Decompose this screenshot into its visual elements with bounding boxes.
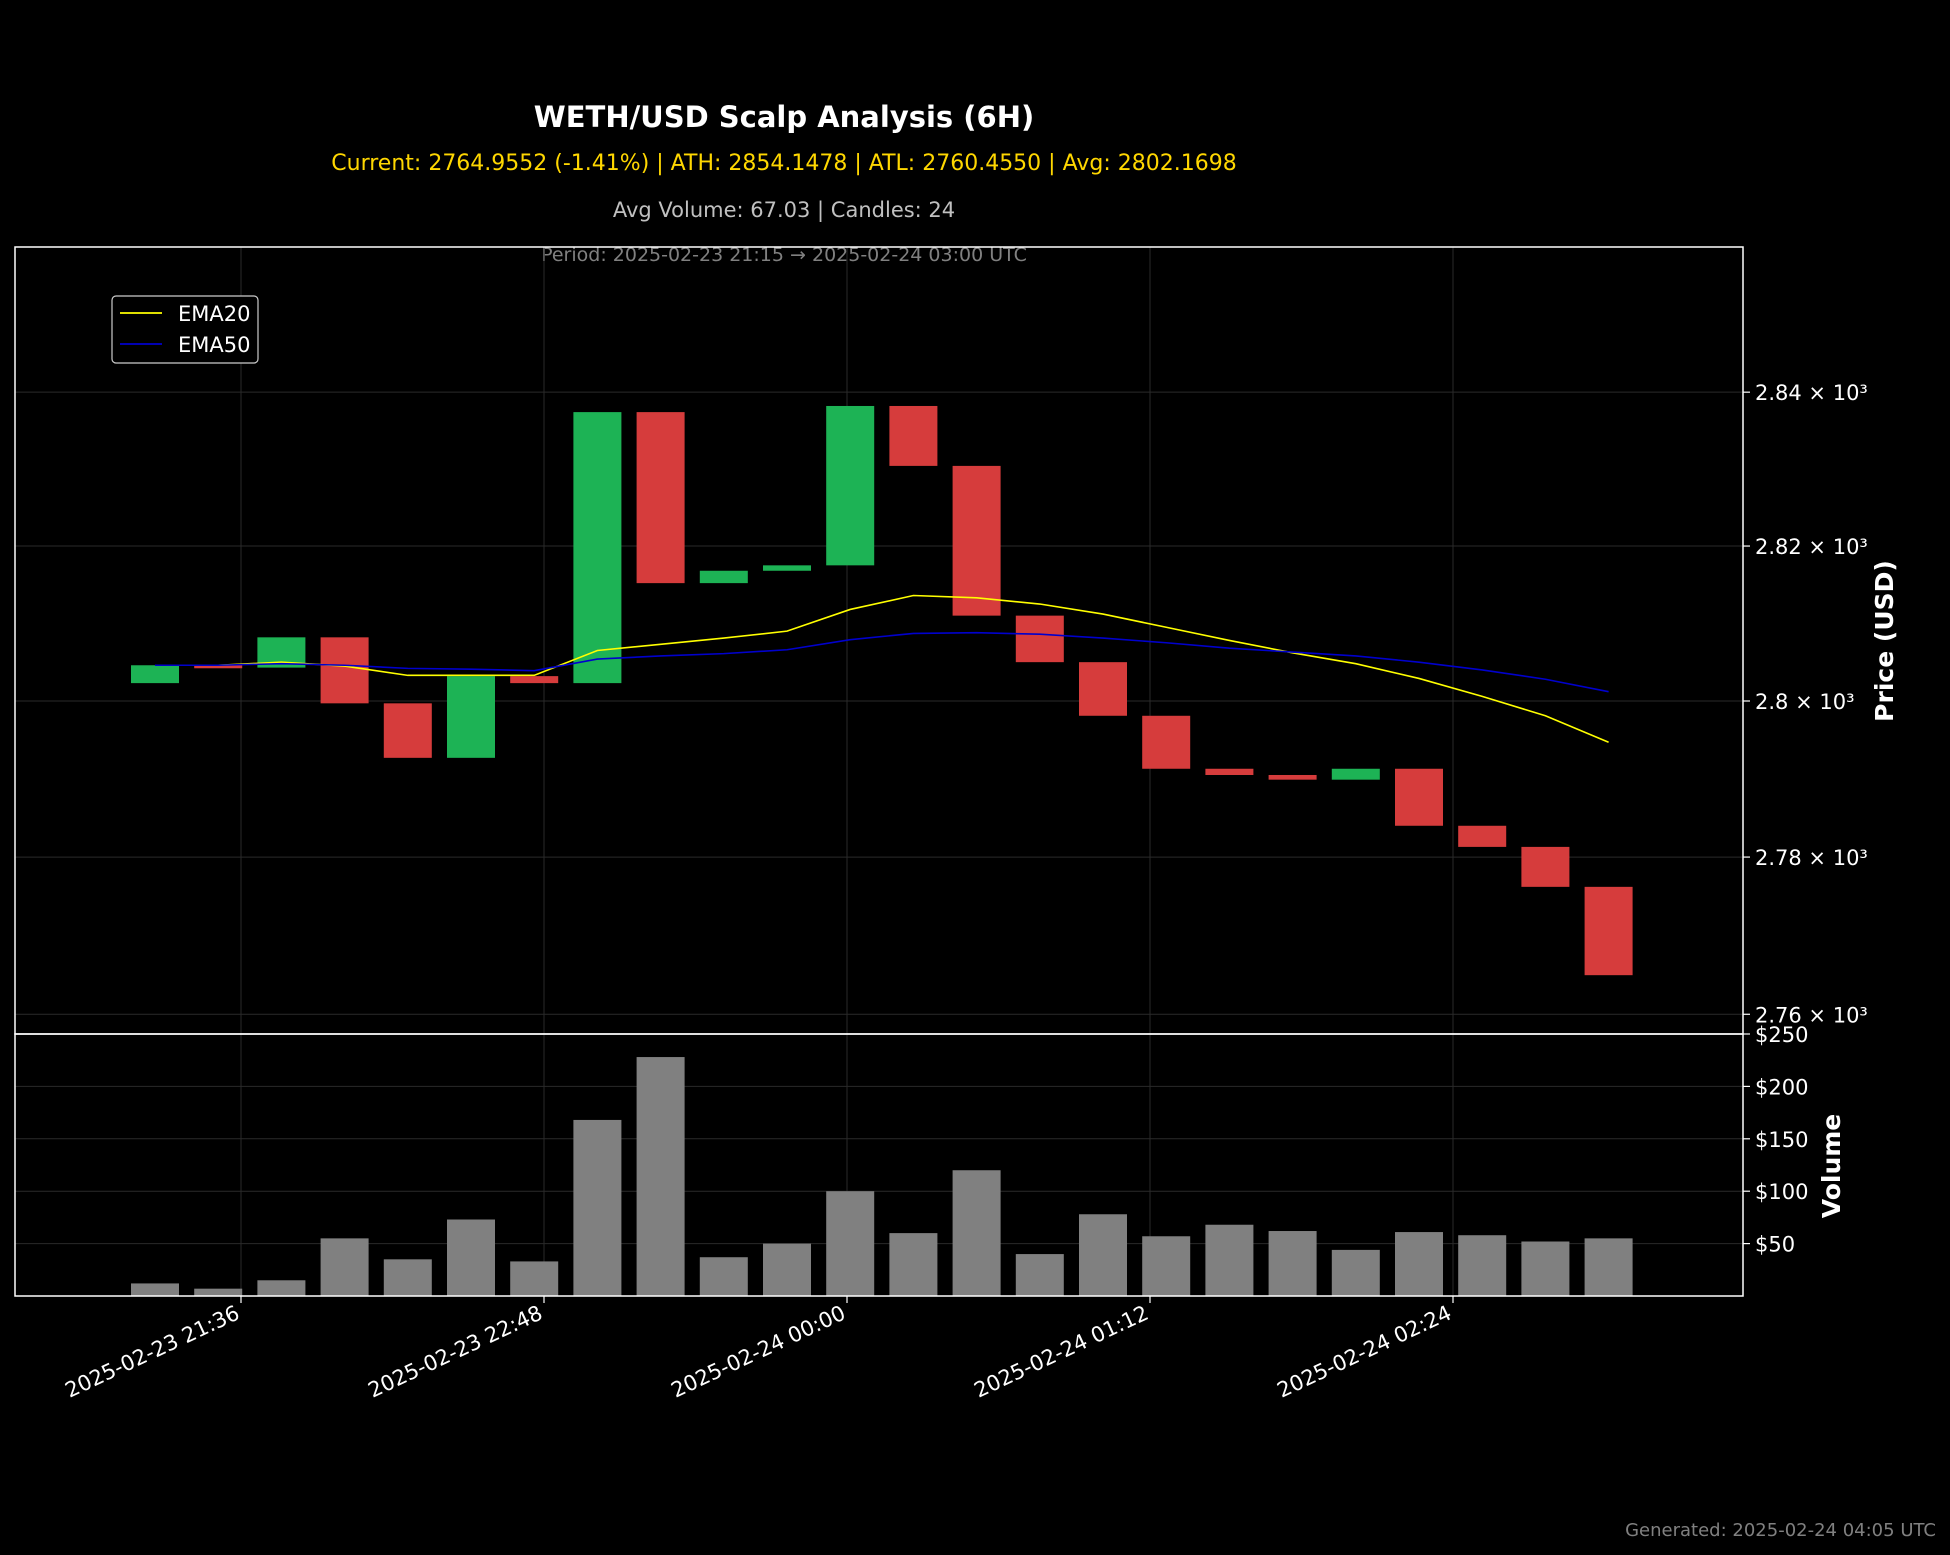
volume-bar: [320, 1238, 369, 1296]
candle: [1521, 846, 1570, 887]
volume-bar: [1079, 1214, 1127, 1296]
volume-tick-label: $200: [1755, 1075, 1808, 1099]
volume-bar: [1584, 1238, 1633, 1296]
x-tick-label: 2025-02-24 02:24: [1273, 1301, 1455, 1403]
volume-bar: [573, 1119, 622, 1296]
price-tick-label: 2.8 × 10³: [1755, 690, 1854, 714]
chart-stats: Current: 2764.9552 (-1.41%) | ATH: 2854.…: [331, 151, 1237, 176]
candle: [447, 676, 495, 758]
candle: [1015, 615, 1064, 663]
volume-bar: [257, 1280, 306, 1296]
candle: [889, 405, 938, 466]
chart-title: WETH/USD Scalp Analysis (6H): [533, 100, 1035, 134]
candle: [952, 465, 1001, 616]
candle: [1079, 662, 1127, 716]
volume-bar: [510, 1261, 559, 1296]
candle: [1268, 774, 1317, 780]
ema-line-ema20: [155, 594, 1609, 743]
volume-axis-title: Volume: [1817, 1114, 1846, 1219]
price-tick-label: 2.76 × 10³: [1755, 1003, 1868, 1027]
volume-tick-label: $100: [1755, 1180, 1808, 1204]
candle: [763, 565, 811, 571]
volume-tick-label: $150: [1755, 1128, 1808, 1152]
price-axis-title: Price (USD): [1870, 560, 1899, 722]
legend-label-ema20: EMA20: [178, 302, 250, 326]
candle: [320, 637, 369, 704]
candle: [1205, 768, 1254, 775]
volume-bar: [1268, 1231, 1317, 1296]
volume-bar: [1331, 1249, 1380, 1296]
x-tick-label: 2025-02-24 01:12: [970, 1301, 1152, 1403]
volume-bar: [636, 1057, 685, 1296]
volume-bar: [826, 1191, 875, 1296]
volume-bar: [1142, 1236, 1191, 1296]
candle: [826, 405, 875, 566]
volume-bar: [131, 1283, 179, 1296]
volume-bar: [194, 1288, 243, 1296]
candle: [1142, 715, 1191, 769]
candle: [131, 665, 179, 684]
volume-bar: [1205, 1224, 1254, 1296]
price-tick-label: 2.82 × 10³: [1755, 535, 1868, 559]
price-tick-label: 2.78 × 10³: [1755, 846, 1868, 870]
volume-bar: [889, 1233, 938, 1296]
volume-bar: [1015, 1254, 1064, 1296]
price-tick-label: 2.84 × 10³: [1755, 381, 1868, 405]
volume-tick-label: $250: [1755, 1023, 1808, 1047]
volume-panel-frame: [14, 1033, 1744, 1297]
x-tick-label: 2025-02-24 00:00: [667, 1301, 849, 1403]
candle: [1331, 768, 1380, 780]
generated-timestamp: Generated: 2025-02-24 04:05 UTC: [1625, 1520, 1936, 1541]
volume-bar: [1521, 1241, 1570, 1296]
volume-bar: [447, 1219, 495, 1296]
candle: [1458, 825, 1507, 847]
x-tick-label: 2025-02-23 22:48: [364, 1301, 546, 1403]
volume-tick-label: $50: [1755, 1233, 1795, 1257]
candle: [1584, 886, 1633, 976]
candle: [383, 703, 432, 758]
volume-bar: [1458, 1235, 1507, 1296]
candle: [573, 412, 622, 684]
candle: [636, 412, 685, 584]
volume-bar: [383, 1259, 432, 1296]
volume-bar: [952, 1170, 1001, 1296]
legend-label-ema50: EMA50: [178, 333, 250, 357]
chart-volume-info: Avg Volume: 67.03 | Candles: 24: [612, 198, 956, 222]
ema-line-ema50: [155, 631, 1609, 693]
candle: [194, 665, 243, 669]
chart-period: Period: 2025-02-23 21:15 → 2025-02-24 03…: [541, 244, 1027, 266]
candle: [699, 570, 748, 584]
candle: [1395, 768, 1443, 826]
volume-bar: [699, 1257, 748, 1296]
x-tick-label: 2025-02-23 21:36: [61, 1301, 243, 1403]
volume-bar: [1395, 1232, 1443, 1296]
volume-bar: [763, 1243, 811, 1296]
candle: [510, 676, 559, 684]
